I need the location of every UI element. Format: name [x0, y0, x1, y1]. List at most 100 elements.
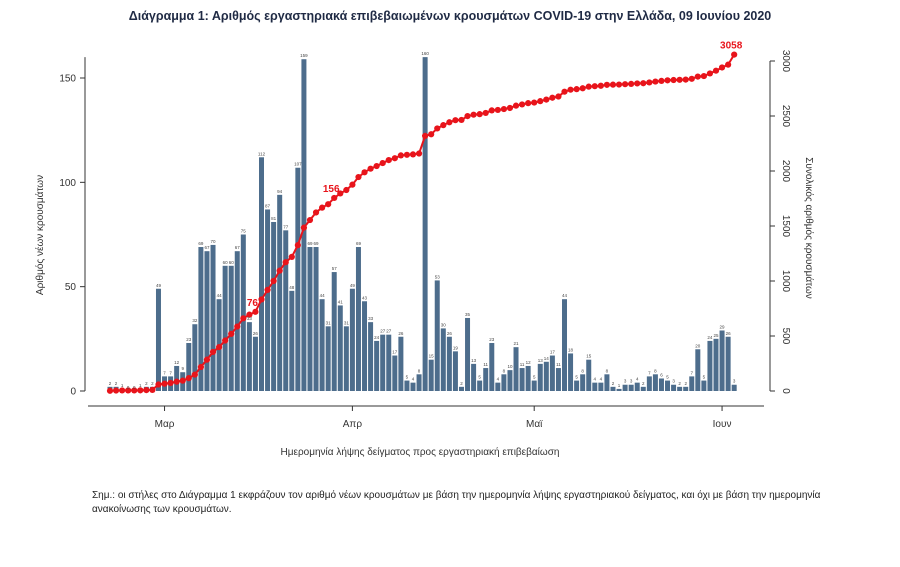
cumulative-value-label: 156: [323, 184, 340, 195]
bar-value-label: 8: [654, 368, 657, 373]
bar-value-label: 2: [460, 381, 463, 386]
cumulative-point-52: [422, 132, 429, 140]
cumulative-point-88: [640, 80, 647, 87]
cumulative-point-37: [331, 194, 338, 202]
bar-value-label: 15: [429, 354, 435, 359]
bar-77: [574, 380, 580, 391]
bar-83: [610, 386, 616, 391]
bar-39: [343, 326, 349, 391]
bar-value-label: 87: [265, 203, 271, 208]
cumulative-point-2: [119, 387, 126, 394]
bar-value-label: 77: [283, 224, 289, 229]
bar-78: [580, 374, 586, 391]
cumulative-point-77: [573, 86, 580, 93]
bar-19: [222, 265, 228, 391]
bar-71: [537, 363, 543, 391]
cumulative-point-38: [337, 190, 344, 197]
bar-86: [628, 384, 634, 391]
cumulative-point-47: [391, 155, 398, 162]
bar-value-label: 107: [294, 162, 302, 167]
bar-47: [392, 355, 398, 391]
bar-value-label: 33: [247, 316, 253, 321]
cumulative-point-8: [155, 381, 162, 388]
bar-26: [265, 209, 271, 391]
cumulative-point-23: [246, 311, 253, 318]
y-right-tick-label: 1500: [780, 215, 791, 238]
cumulative-point-61: [476, 111, 483, 118]
y-left-tick-label: 100: [59, 178, 76, 189]
cumulative-point-80: [591, 83, 598, 90]
bar-value-label: 27: [380, 329, 386, 334]
bar-value-label: 32: [192, 318, 198, 323]
bar-value-label: 159: [300, 53, 308, 58]
bar-value-label: 0: [133, 385, 136, 390]
bar-22: [240, 234, 246, 391]
y-right-tick-label: 1000: [780, 270, 791, 293]
bar-50: [410, 382, 416, 391]
bar-93: [671, 384, 677, 391]
cumulative-point-35: [319, 204, 326, 211]
cumulative-point-59: [464, 113, 471, 120]
bar-33: [307, 247, 313, 391]
bar-value-label: 3: [630, 379, 633, 384]
cumulative-point-97: [694, 73, 701, 80]
cumulative-point-66: [506, 104, 514, 112]
bar-37: [331, 272, 337, 391]
bar-38: [337, 305, 343, 391]
cumulative-point-31: [294, 242, 301, 249]
bar-value-label: 69: [198, 241, 204, 246]
cumulative-point-26: [264, 286, 271, 294]
cumulative-point-68: [518, 101, 526, 108]
bar-99: [707, 340, 713, 391]
bar-51: [416, 374, 422, 391]
bar-41: [355, 247, 361, 391]
bar-84: [616, 388, 622, 391]
cumulative-point-53: [428, 131, 435, 138]
bar-value-label: 11: [520, 362, 525, 367]
bar-value-label: 2: [678, 381, 681, 386]
bar-value-label: 4: [636, 377, 639, 382]
bar-13: [186, 343, 192, 391]
bar-48: [398, 336, 404, 391]
bar-value-label: 7: [648, 370, 651, 375]
cumulative-point-24: [252, 308, 259, 315]
bar-value-label: 18: [568, 347, 574, 352]
bar-value-label: 3: [672, 379, 675, 384]
bar-value-label: 8: [606, 368, 609, 373]
y-left-tick-label: 50: [65, 282, 77, 293]
cumulative-point-44: [373, 162, 380, 170]
cumulative-point-96: [688, 75, 695, 82]
bar-85: [622, 384, 628, 391]
bar-value-label: 26: [726, 331, 732, 336]
bar-value-label: 2: [109, 381, 112, 386]
bar-value-label: 48: [289, 285, 295, 290]
cumulative-point-11: [173, 378, 180, 385]
bar-72: [543, 361, 549, 391]
cumulative-point-0: [106, 387, 114, 394]
cumulative-point-21: [234, 323, 241, 330]
bar-44: [374, 340, 380, 391]
cumulative-point-85: [622, 81, 629, 88]
chart-title: Διάγραμμα 1: Αριθμός εργαστηριακά επιβεβ…: [128, 9, 772, 23]
bar-61: [477, 380, 483, 391]
cumulative-point-83: [609, 81, 617, 88]
cumulative-point-4: [131, 387, 138, 394]
cumulative-point-99: [706, 70, 714, 77]
cumulative-point-74: [555, 93, 562, 100]
y-axis-right-title: Συνολικός αριθμός κρουσμάτων: [803, 157, 815, 299]
x-tick-label: Ιουν: [713, 419, 732, 430]
bar-value-label: 33: [368, 316, 374, 321]
cumulative-point-100: [712, 67, 720, 74]
cumulative-point-64: [494, 106, 501, 114]
bar-82: [604, 374, 610, 391]
cumulative-point-71: [537, 98, 544, 105]
cumulative-point-7: [149, 386, 156, 393]
cumulative-point-27: [270, 277, 277, 285]
bar-value-label: 35: [465, 312, 471, 317]
bar-value-label: 0: [127, 385, 130, 390]
bar-14: [192, 324, 198, 391]
bar-value-label: 24: [374, 335, 380, 340]
bar-value-label: 17: [392, 350, 398, 355]
bar-58: [458, 386, 464, 391]
